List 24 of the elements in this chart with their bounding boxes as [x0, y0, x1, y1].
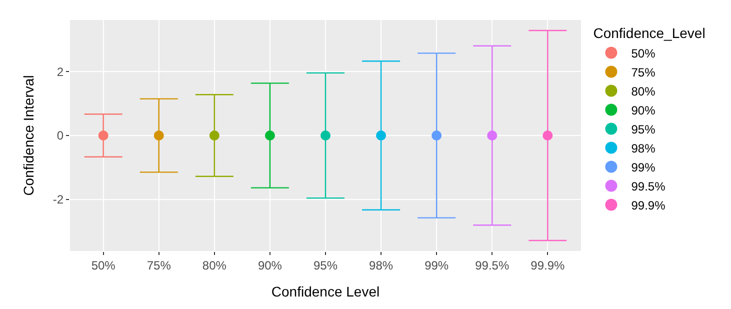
x-tick-label: 90%	[258, 258, 282, 272]
legend-label: 80%	[631, 84, 656, 98]
legend-label: 99.5%	[631, 179, 666, 194]
x-tick-label: 75%	[146, 258, 172, 272]
legend-label: 99%	[631, 160, 656, 174]
x-tick-label: 98%	[369, 258, 394, 272]
x-tick-label: 95%	[313, 258, 338, 272]
x-axis-title: Confidence Level	[271, 284, 380, 300]
legend-label: 50%	[631, 46, 656, 60]
x-tick-label: 99.9%	[530, 258, 566, 272]
x-tick-label: 99.5%	[475, 258, 510, 272]
y-axis-title: Confidence Interval	[20, 75, 37, 196]
legend-label: 75%	[631, 65, 656, 80]
y-tick-label: -2	[52, 192, 64, 207]
y-tick-label: 0	[56, 128, 64, 143]
legend-title: Confidence_Level	[593, 25, 706, 42]
legend-label: 95%	[631, 122, 656, 136]
x-tick-label: 99%	[424, 258, 449, 272]
x-tick-label: 80%	[202, 258, 227, 272]
legend-label: 90%	[631, 103, 656, 118]
legend-label: 99.9%	[631, 198, 666, 212]
legend-label: 98%	[631, 141, 656, 156]
x-tick-label: 50%	[91, 258, 116, 272]
y-tick-label: 2	[56, 64, 64, 79]
